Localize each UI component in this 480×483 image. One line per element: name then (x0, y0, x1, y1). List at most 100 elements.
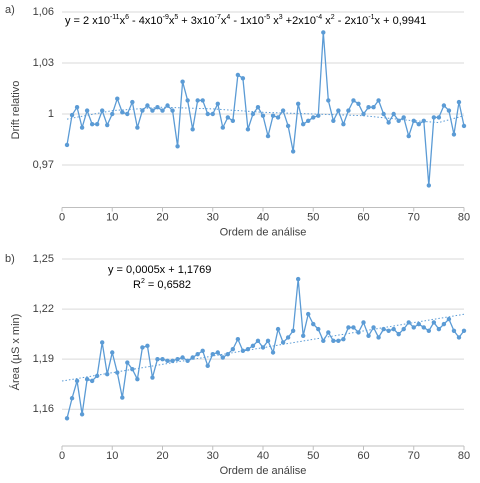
data-point (326, 98, 331, 103)
data-point (105, 122, 110, 128)
data-point (326, 330, 331, 335)
data-point (110, 111, 115, 117)
data-point (215, 350, 220, 355)
data-point (130, 366, 135, 372)
data-point (421, 325, 426, 330)
panel-label: b) (5, 253, 15, 265)
data-point (100, 108, 105, 113)
data-point (290, 328, 296, 333)
superscript: -9 (163, 14, 169, 21)
data-point (170, 358, 175, 364)
data-point (381, 111, 386, 117)
data-point (74, 105, 80, 110)
data-point (295, 276, 301, 282)
data-point (155, 356, 160, 362)
x-axis-label: Ordem de análise (220, 465, 307, 477)
x-tick-label: 80 (458, 450, 470, 462)
y-axis-label: Área (µS x min) (9, 314, 22, 391)
data-point (69, 396, 75, 401)
data-point (436, 115, 442, 120)
trendline-equation: y = 0,0005x + 1,1769 (108, 264, 211, 276)
data-point (240, 348, 246, 354)
data-point (200, 98, 205, 103)
data-point (79, 412, 85, 417)
equation-text: x + 0,9941 (375, 15, 427, 27)
series-line (66, 278, 465, 419)
superscript: -11 (110, 14, 120, 21)
data-point (285, 335, 291, 340)
data-point (120, 395, 125, 400)
data-point (205, 363, 210, 369)
data-point (376, 335, 381, 340)
data-point (175, 144, 180, 149)
equation-text: x (221, 15, 227, 27)
data-point (451, 132, 457, 137)
superscript: 5 (174, 14, 178, 21)
data-point (371, 105, 376, 110)
x-tick-label: 0 (59, 450, 65, 462)
data-point (361, 111, 366, 117)
data-point (140, 345, 145, 350)
data-point (446, 316, 452, 322)
data-point (356, 330, 361, 335)
data-point (316, 113, 321, 118)
data-point (245, 346, 251, 352)
data-point (120, 110, 125, 115)
data-point (321, 338, 326, 344)
data-point (260, 113, 266, 118)
data-point (64, 142, 70, 148)
data-point (280, 108, 286, 113)
data-point (150, 375, 155, 380)
data-point (190, 355, 195, 360)
data-point (306, 311, 311, 317)
equation-text: - 4x10 (129, 15, 163, 27)
data-point (210, 111, 215, 117)
data-point (401, 115, 406, 120)
data-point (346, 325, 351, 330)
series-line (66, 32, 465, 186)
data-point (416, 122, 421, 127)
data-point (311, 321, 316, 327)
equation-text: y = 0,0005x + 1,1769 (108, 264, 211, 276)
equation-text: +2x10 (283, 15, 316, 27)
data-point (150, 108, 155, 113)
data-point (275, 115, 281, 120)
data-point (79, 125, 85, 130)
data-point (306, 118, 311, 124)
data-point (391, 326, 396, 332)
superscript: 2 (331, 14, 335, 21)
equation-text: R (133, 279, 141, 291)
data-point (110, 350, 115, 355)
data-point (185, 98, 190, 103)
data-point (180, 355, 185, 360)
data-point (461, 328, 467, 333)
data-point (235, 336, 241, 342)
data-point (295, 101, 301, 107)
data-point (265, 338, 271, 344)
x-tick-label: 20 (156, 211, 168, 223)
y-tick-label: 1,19 (33, 353, 54, 365)
x-tick-label: 40 (257, 211, 269, 223)
y-tick-label: 1,03 (33, 57, 54, 69)
y-tick-label: 1 (48, 108, 54, 120)
data-point (391, 111, 396, 117)
data-point (336, 108, 341, 113)
data-point (406, 133, 411, 139)
equation-text: = 0,6582 (145, 279, 191, 291)
data-point (316, 326, 321, 332)
superscript: -1 (368, 14, 374, 21)
data-point (386, 120, 391, 125)
x-tick-label: 30 (207, 211, 219, 223)
data-point (125, 111, 130, 117)
data-point (461, 123, 467, 129)
equation-text: x (120, 15, 126, 27)
data-point (220, 125, 225, 130)
data-point (376, 98, 381, 103)
x-tick-label: 70 (408, 211, 420, 223)
data-point (145, 103, 150, 108)
data-point (331, 118, 336, 124)
data-point (416, 321, 421, 327)
data-point (396, 118, 401, 124)
data-point (100, 340, 105, 345)
